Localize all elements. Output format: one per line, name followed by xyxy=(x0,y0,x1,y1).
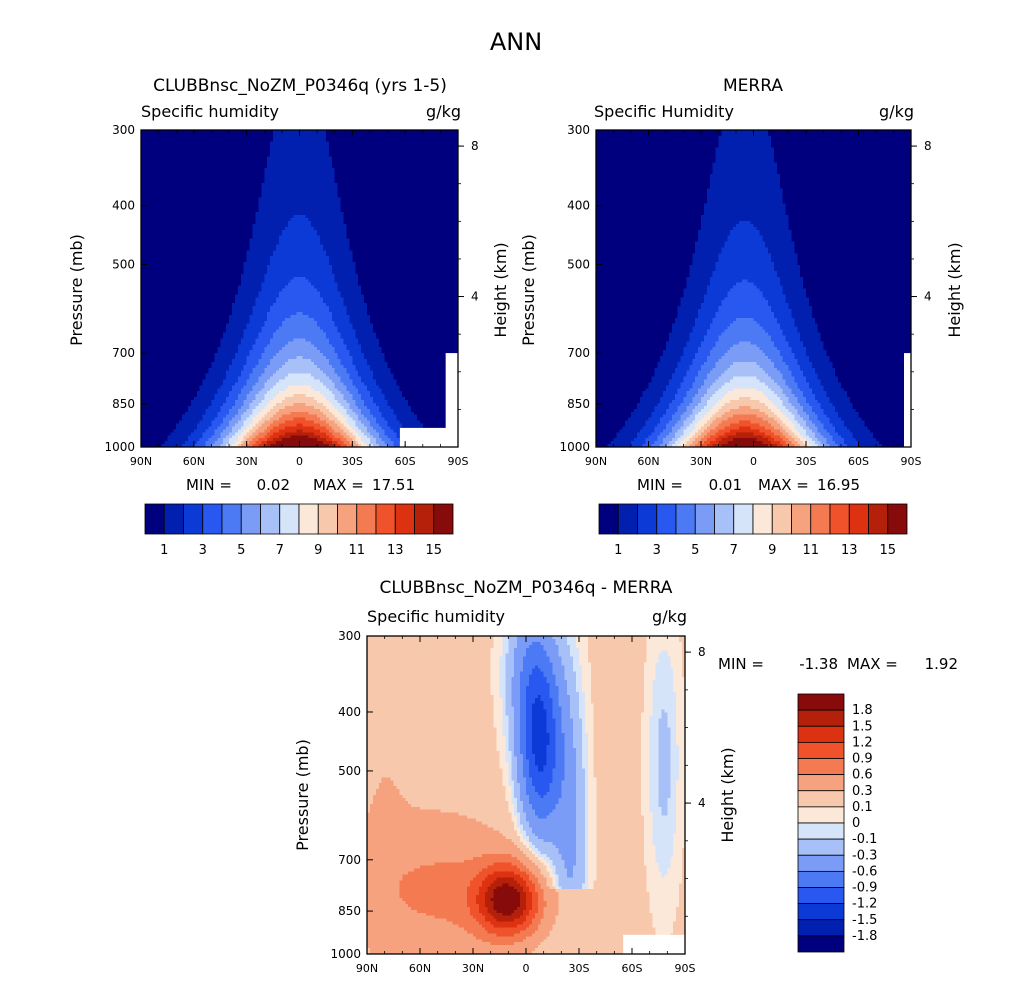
panel-model: CLUBBnsc_NoZM_P0346q (yrs 1-5) Specific … xyxy=(67,76,510,558)
page-title: ANN xyxy=(490,28,542,56)
panel-model-subtitle: Specific humidity xyxy=(141,102,279,121)
panel-model-units: g/kg xyxy=(426,102,461,121)
field-cells xyxy=(141,130,459,448)
panel-model-title: CLUBBnsc_NoZM_P0346q (yrs 1-5) xyxy=(153,76,447,96)
